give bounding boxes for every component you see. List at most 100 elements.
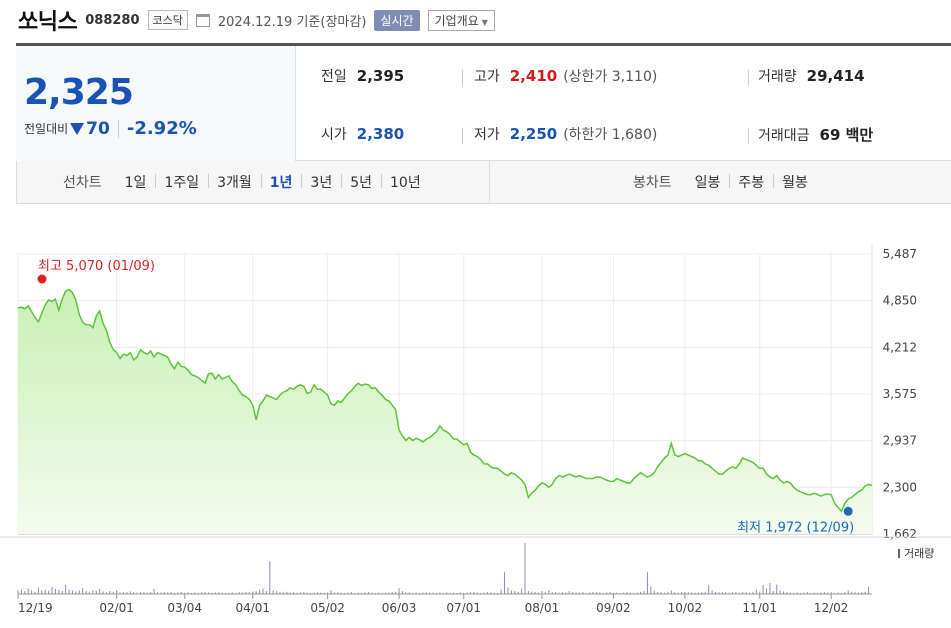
volume-bar [398,588,400,594]
down-triangle-icon [70,122,85,135]
volume-bar [388,592,390,594]
volume-bar [531,591,533,594]
volume-bar [306,592,308,594]
volume-bar [779,590,781,594]
volume-bar [759,591,761,594]
volume-bar [139,591,141,594]
volume-legend-icon [898,549,900,558]
volume-bar [296,592,298,594]
open-stat: 시가 2,380 [321,124,404,144]
volume-bar [643,591,645,594]
tab-monthly[interactable]: 월봉 [773,172,817,192]
x-tick-label: 05/02 [310,601,345,615]
volume-bar [262,588,264,594]
open-value: 2,380 [356,125,405,143]
tab-5y[interactable]: 5년 [341,172,381,192]
volume-bar [187,592,189,594]
volume-bar [558,592,560,594]
amount-label: 거래대금 [758,127,810,144]
volume-bar [718,592,720,594]
tab-daily[interactable]: 일봉 [694,175,721,191]
volume-bar [265,591,267,594]
volume-bar [429,592,431,594]
volume-bar [136,592,138,594]
volume-bar [112,591,114,594]
price-area-fill [18,289,872,534]
volume-bar [126,592,128,594]
volume-bar [551,592,553,594]
tab-1w[interactable]: 1주일 [155,172,208,192]
volume-bar [395,591,397,594]
realtime-button[interactable]: 실시간 [374,9,420,31]
volume-bar [313,592,315,594]
volume-bar [544,591,546,594]
volume-bar [364,592,366,594]
volume-bar [541,591,543,594]
volume-bar [269,561,271,594]
y-tick-label: 5,487 [883,247,917,261]
change-value: 70 [86,118,110,139]
volume-bar [191,592,193,594]
volume-bar [354,592,356,594]
volume-bar [333,592,335,594]
volume-bar [75,591,77,594]
volume-bar [156,592,158,594]
x-tick-label: 04/01 [235,601,270,615]
volume-bar [847,590,849,594]
tab-weekly[interactable]: 주봉 [729,172,773,192]
volume-bar [646,572,648,594]
volume-bar [293,592,295,594]
volume-bar [235,592,237,594]
current-price-box: 2,325 전일대비 70 -2.92% [16,46,296,161]
volume-bar [337,592,339,594]
volume-bar [762,584,764,594]
volume-bar [102,591,104,594]
volume-bar [68,589,70,594]
volume-bar [820,592,822,594]
tab-3m[interactable]: 3개월 [208,172,261,192]
volume-bar [800,592,802,594]
tab-3y[interactable]: 3년 [301,172,341,192]
tab-10y[interactable]: 10년 [381,172,430,192]
stock-name: 쏘닉스 [18,10,78,35]
volume-bar [160,592,162,594]
tab-1y[interactable]: 1년 [260,172,302,192]
volume-bar [299,592,301,594]
date-text: 2024.12.19 기준(장마감) [217,14,367,30]
volume-bar [208,592,210,594]
y-tick-label: 4,850 [883,294,917,308]
volume-bar [810,592,812,594]
divider [489,161,490,203]
volume-bar [565,592,567,594]
volume-bar [184,592,186,594]
volume-bar [88,591,90,594]
volume-bar [844,592,846,594]
line-chart-label: 선차트 [63,175,102,191]
volume-bar [823,592,825,594]
volume-bar [749,592,751,594]
low-stat: 저가 2,250 (하한가 1,680) [474,124,657,144]
volume-bar [619,592,621,594]
volume-bar [589,592,591,594]
volume-bar [595,592,597,594]
volume-bar [480,592,482,594]
volume-bar [660,592,662,594]
volume-bar [347,592,349,594]
volume-bar [245,591,247,594]
volume-bar [116,590,118,594]
volume-bar [119,592,121,594]
volume-bar [755,589,757,594]
volume-bar [327,592,329,594]
volume-bar [725,592,727,594]
volume-bar [854,592,856,594]
volume-bar [92,590,94,594]
volume-bar [789,592,791,594]
candle-chart-label: 봉차트 [633,175,672,191]
tab-1d[interactable]: 1일 [124,175,147,191]
volume-bar [680,592,682,594]
volume-bar [153,588,155,594]
company-overview-button[interactable]: 기업개요 ▼ [427,9,495,31]
volume-bar [44,589,46,594]
prev-close-stat: 전일 2,395 [321,66,404,86]
volume-bar [374,592,376,594]
